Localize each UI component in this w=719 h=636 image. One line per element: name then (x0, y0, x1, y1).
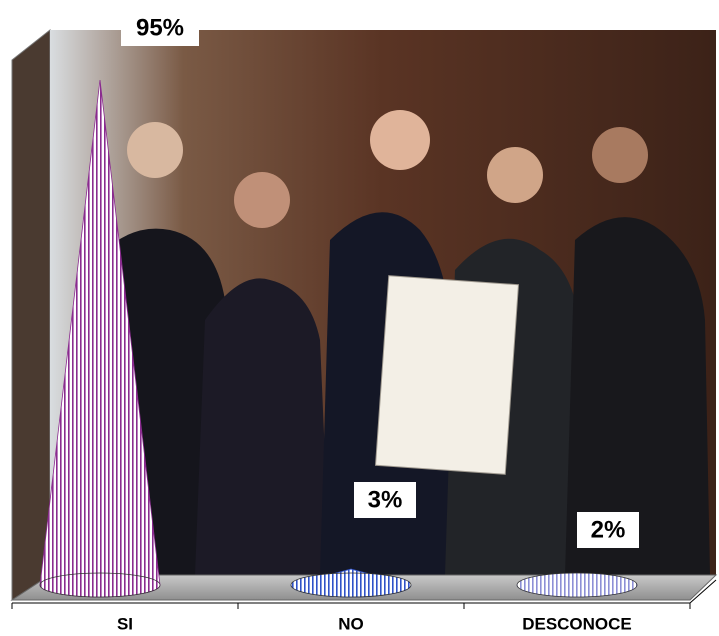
value-label: 95% (136, 14, 184, 41)
cone-base (39, 572, 161, 598)
side-wall (11, 28, 51, 601)
value-label-box (121, 10, 199, 46)
x-tick-label: NO (338, 614, 364, 633)
cone-base (516, 572, 638, 598)
cone-base (290, 572, 412, 598)
x-tick-label: DESCONOCE (522, 614, 632, 633)
value-label-box (354, 482, 416, 518)
value-label: 2% (591, 516, 626, 543)
value-label: 3% (368, 486, 403, 513)
x-tick-label: SI (117, 614, 133, 633)
x-axis-depth (689, 579, 717, 604)
people-silhouettes (70, 110, 710, 576)
value-label-box (577, 512, 639, 548)
